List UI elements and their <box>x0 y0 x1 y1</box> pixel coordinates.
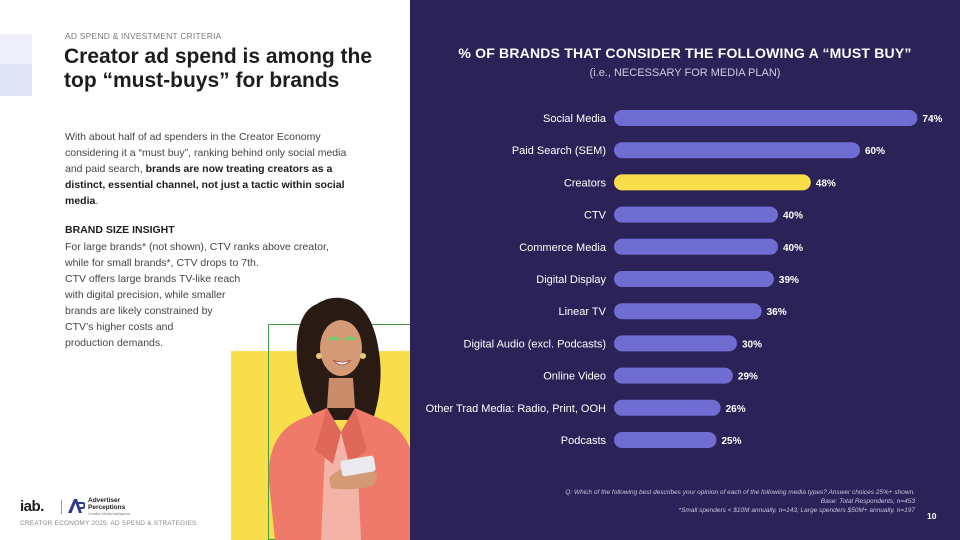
bar-creators <box>614 174 811 191</box>
side-tab-2 <box>0 34 32 64</box>
section-eyebrow: AD SPEND & INVESTMENT CRITERIA <box>65 31 222 41</box>
insight-line: with digital precision, while smaller <box>65 289 226 301</box>
category-label-other-trad-media-radio-print-ooh: Other Trad Media: Radio, Print, OOH <box>426 403 606 415</box>
category-label-commerce-media: Commerce Media <box>519 242 607 254</box>
bar-digital-display <box>614 271 774 287</box>
logo-divider <box>61 500 62 514</box>
page-title: Creator ad spend is among the top “must-… <box>64 45 384 93</box>
iab-logo: iab. <box>20 498 44 515</box>
ap-tagline: Creative Media Intelligence <box>88 512 131 516</box>
category-label-digital-audio-excl-podcasts: Digital Audio (excl. Podcasts) <box>464 338 606 350</box>
title-line-1: Creator ad spend is among the <box>64 45 373 68</box>
chart-notes: Q: Which of the following best describes… <box>415 488 915 515</box>
value-label-paid-search-sem: 60% <box>865 146 885 157</box>
side-tab-1 <box>0 0 32 34</box>
insight-line: For large brands* (not shown), CTV ranks… <box>65 241 329 253</box>
category-label-online-video: Online Video <box>543 371 606 383</box>
category-label-creators: Creators <box>564 177 607 189</box>
value-label-social-media: 74% <box>922 114 942 125</box>
ap-line-2: Perceptions <box>88 504 126 511</box>
value-label-commerce-media: 40% <box>783 243 803 254</box>
advertiser-perceptions-logo-icon <box>68 499 85 513</box>
insight-text: For large brands* (not shown), CTV ranks… <box>65 239 329 351</box>
body-text-start: With about half of ad spenders in the Cr… <box>65 131 347 175</box>
value-label-digital-display: 39% <box>779 275 799 286</box>
category-label-linear-tv: Linear TV <box>559 306 607 318</box>
note-base: Base: Total Respondents, n=453 <box>820 498 915 505</box>
body-text-end: . <box>95 195 99 207</box>
ap-line-1: Advertiser <box>88 497 121 504</box>
chart-title: % OF BRANDS THAT CONSIDER THE FOLLOWING … <box>458 45 912 61</box>
value-label-creators: 48% <box>816 178 836 189</box>
advertiser-perceptions-logo-text: Advertiser Perceptions <box>88 497 125 511</box>
value-label-online-video: 29% <box>738 372 758 383</box>
value-label-linear-tv: 36% <box>767 307 787 318</box>
value-label-ctv: 40% <box>783 211 803 222</box>
bar-ctv <box>614 206 778 223</box>
note-question: Q: Which of the following best describes… <box>565 489 915 496</box>
category-label-digital-display: Digital Display <box>536 274 606 286</box>
insight-line: while for small brands*, CTV drops to 7t… <box>65 257 259 269</box>
left-panel: AD SPEND & INVESTMENT CRITERIA Creator a… <box>0 0 425 540</box>
bar-digital-audio-excl-podcasts <box>614 335 737 352</box>
insight-line: CTV’s higher costs and <box>65 321 174 333</box>
body-paragraph: With about half of ad spenders in the Cr… <box>65 129 355 209</box>
chart-panel <box>410 0 960 540</box>
value-label-digital-audio-excl-podcasts: 30% <box>742 339 762 350</box>
category-label-podcasts: Podcasts <box>561 435 607 447</box>
body-text-bold: brands are now treating creators as a di… <box>65 163 345 207</box>
side-tab-3 <box>0 64 32 96</box>
footer-text: CREATOR ECONOMY 2025: AD SPEND & STRATEG… <box>20 520 197 527</box>
bar-commerce-media <box>614 238 778 255</box>
bar-other-trad-media-radio-print-ooh <box>614 399 721 416</box>
bar-podcasts <box>614 432 717 448</box>
category-label-social-media: Social Media <box>543 113 607 125</box>
value-label-podcasts: 25% <box>722 436 742 447</box>
bar-chart: Social Media 74% Paid Search (SEM) 60% Creat… <box>426 110 943 448</box>
value-label-other-trad-media-radio-print-ooh: 26% <box>726 404 746 415</box>
woman-with-phone-photo <box>268 297 421 540</box>
page-number: 10 <box>927 511 937 521</box>
bar-online-video <box>614 367 733 384</box>
bar-linear-tv <box>614 303 762 320</box>
title-line-2: top “must-buys” for brands <box>64 69 340 92</box>
chart-subtitle: (i.e., NECESSARY FOR MEDIA PLAN) <box>589 67 781 79</box>
insight-line: CTV offers large brands TV-like reach <box>65 273 241 285</box>
category-label-ctv: CTV <box>584 210 607 222</box>
bar-paid-search-sem <box>614 142 860 159</box>
category-label-paid-search-sem: Paid Search (SEM) <box>512 145 606 157</box>
insight-heading: BRAND SIZE INSIGHT <box>65 224 175 236</box>
insight-line: production demands. <box>65 337 164 349</box>
insight-line: brands are likely constrained by <box>65 305 213 317</box>
note-spenders: *Small spenders < $10M annually, n=143; … <box>678 507 915 514</box>
bar-social-media <box>614 110 918 126</box>
